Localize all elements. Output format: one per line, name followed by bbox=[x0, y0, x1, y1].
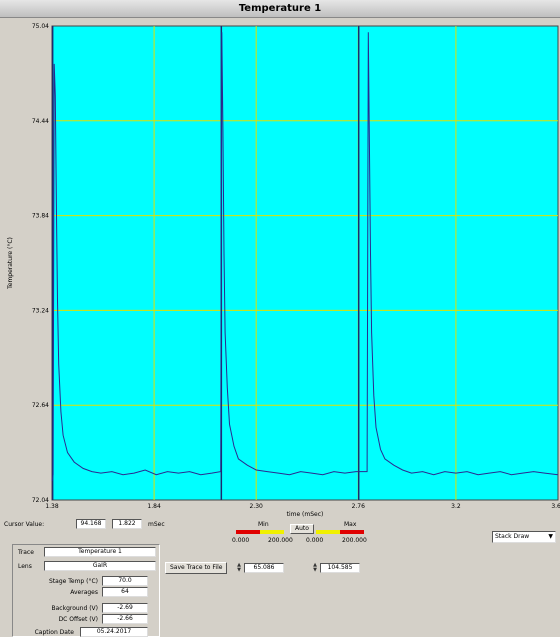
min-slider-yellow[interactable] bbox=[260, 530, 284, 534]
scale-auto-button[interactable]: Auto bbox=[290, 524, 314, 534]
max-spinner-icon[interactable]: ▲ ▼ bbox=[313, 562, 317, 573]
y-tick-label: 72.64 bbox=[32, 402, 49, 409]
max-slider-red[interactable] bbox=[340, 530, 364, 534]
cursor-time-unit: mSec bbox=[148, 521, 165, 528]
scale-max-label: Max bbox=[344, 521, 357, 528]
y-tick-label: 73.24 bbox=[32, 307, 49, 314]
background-label: Background (V) bbox=[51, 605, 99, 612]
dc-offset-field: -2.66 bbox=[102, 614, 148, 624]
series-line bbox=[51, 32, 559, 482]
y-tick-label: 73.84 bbox=[32, 213, 49, 220]
draw-mode-dropdown[interactable]: Stack Draw ▼ bbox=[492, 531, 556, 543]
x-tick-label: 1.84 bbox=[147, 503, 161, 510]
min-value-field[interactable]: 65.086 bbox=[244, 563, 284, 573]
scale-min-label: Min bbox=[258, 521, 269, 528]
caption-date-label: Caption Date bbox=[34, 629, 74, 636]
min-spinner-icon[interactable]: ▲ ▼ bbox=[237, 562, 241, 573]
x-axis-label: time (mSec) bbox=[287, 511, 324, 518]
background-field: -2.69 bbox=[102, 603, 148, 613]
temperature-chart: 1.38 1.84 2.30 2.76 3.2 3.66 72.04 72.64 73.24 73… bbox=[7, 23, 560, 518]
y-axis-label: Temperature (°C) bbox=[7, 237, 14, 290]
range-high-max: 200.000 bbox=[342, 537, 367, 544]
averages-label: Averages bbox=[70, 589, 98, 596]
trace-label: Trace bbox=[18, 549, 34, 556]
y-tick-label: 72.04 bbox=[32, 497, 49, 504]
max-slider-yellow[interactable] bbox=[316, 530, 340, 534]
trace-field: Temperature 1 bbox=[44, 547, 156, 557]
chevron-down-icon: ▼ bbox=[548, 533, 553, 540]
cursor-value-field[interactable]: 94.168 bbox=[76, 519, 106, 529]
range-low-max: 200.000 bbox=[268, 537, 293, 544]
y-tick-label: 75.04 bbox=[32, 23, 49, 30]
cursor-value-label: Cursor Value: bbox=[4, 521, 45, 528]
stage-temp-field: 70.0 bbox=[102, 576, 148, 586]
plot-area bbox=[51, 25, 559, 501]
cursor-time-field[interactable]: 1.822 bbox=[112, 519, 142, 529]
max-value-field[interactable]: 104.585 bbox=[320, 563, 360, 573]
x-tick-label: 3.66 bbox=[551, 503, 560, 510]
dc-offset-label: DC Offset (V) bbox=[58, 616, 98, 623]
stage-temp-label: Stage Temp (°C) bbox=[48, 578, 98, 585]
range-low-min: 0.000 bbox=[232, 537, 250, 544]
window-title: Temperature 1 bbox=[0, 0, 560, 18]
averages-field: 64 bbox=[102, 587, 148, 597]
lens-label: Lens bbox=[18, 563, 32, 570]
draw-mode-value: Stack Draw bbox=[495, 533, 530, 540]
x-tick-label: 1.38 bbox=[45, 503, 59, 510]
caption-date-field: 05.24.2017 bbox=[80, 627, 148, 637]
y-tick-label: 74.44 bbox=[32, 118, 49, 125]
lens-field: GaIR bbox=[44, 561, 156, 571]
x-tick-label: 3.2 bbox=[451, 503, 461, 510]
x-tick-label: 2.76 bbox=[352, 503, 366, 510]
min-slider-red[interactable] bbox=[236, 530, 260, 534]
range-high-min: 0.000 bbox=[306, 537, 324, 544]
save-trace-button[interactable]: Save Trace to File bbox=[165, 562, 228, 574]
x-tick-label: 2.30 bbox=[249, 503, 263, 510]
